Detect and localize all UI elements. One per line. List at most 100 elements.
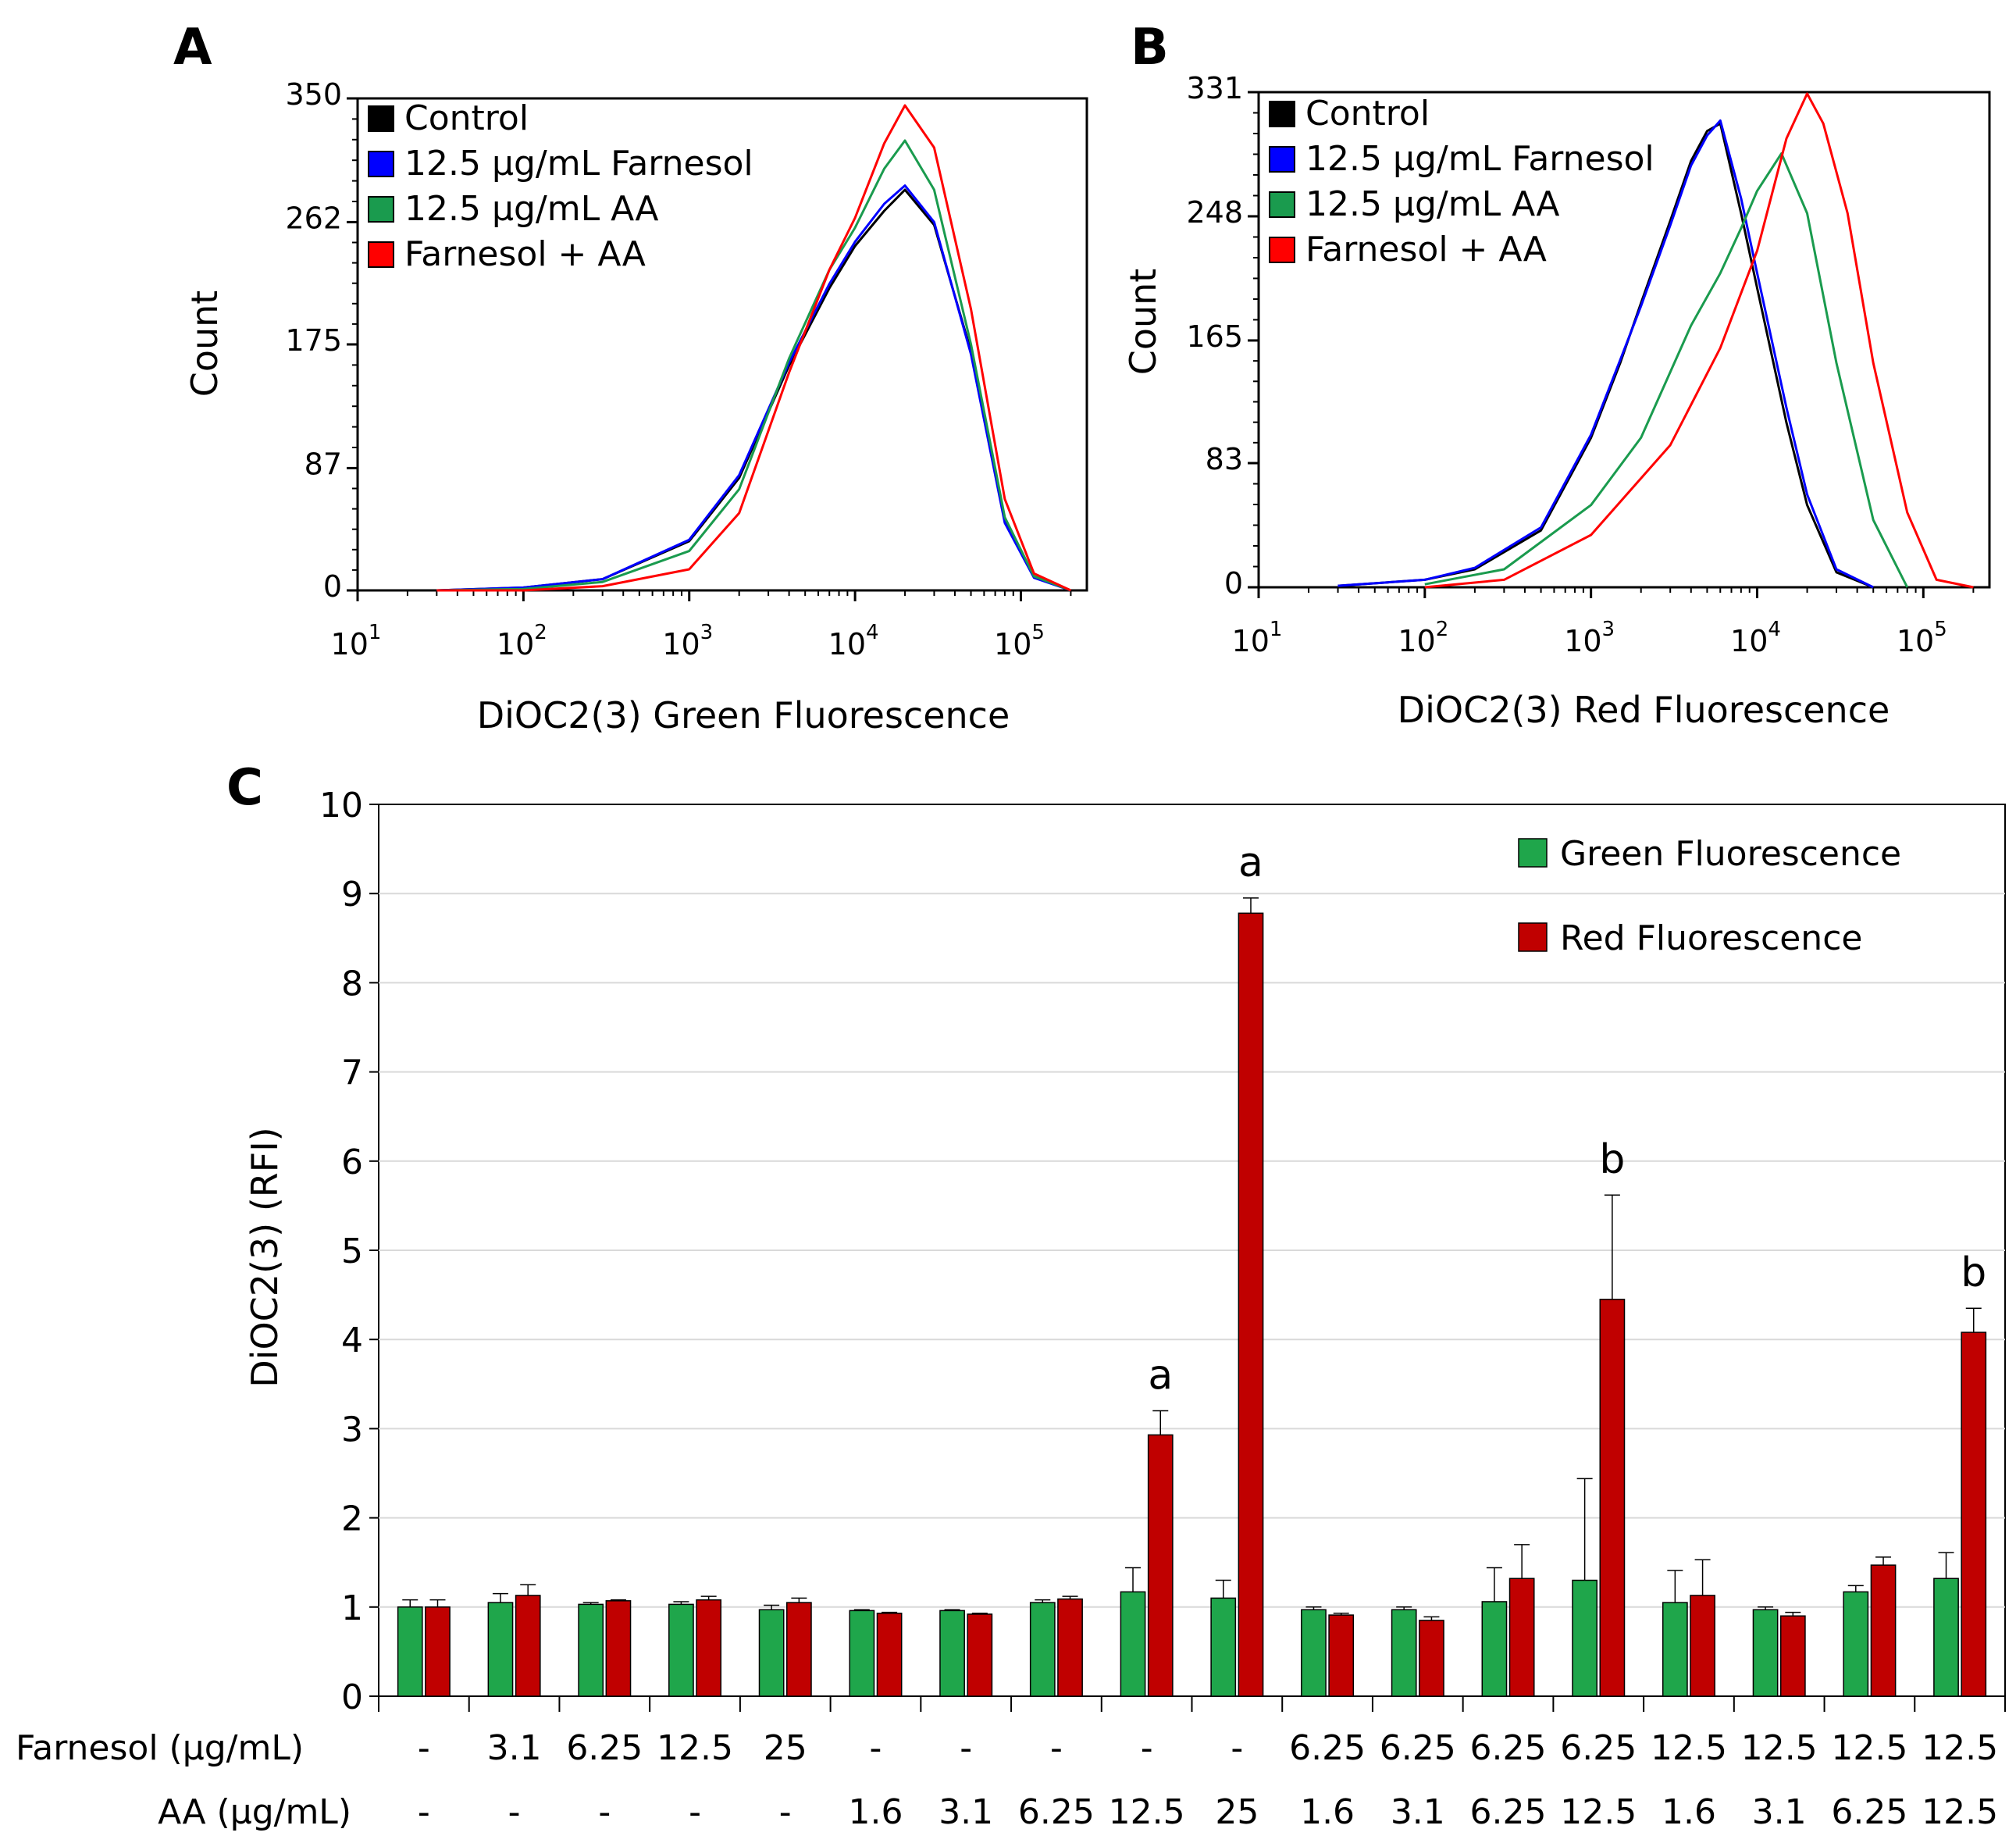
panel-c-legend-swatch — [1518, 838, 1548, 868]
panel-b-y-tick-label: 248 — [1186, 195, 1243, 230]
panel-a-series-line — [436, 104, 1072, 592]
panel-c-aa-label: 1.6 — [1300, 1792, 1355, 1832]
panel-b-series-line — [1424, 152, 1909, 588]
panel-b-legend-swatch — [1269, 101, 1295, 127]
panel-a-legend-label: Control — [404, 98, 529, 138]
panel-c-aa-label: 25 — [1215, 1792, 1259, 1832]
panel-c-farnesol-label: - — [870, 1728, 882, 1768]
panel-c-bar — [578, 1603, 604, 1697]
panel-c-bar — [849, 1610, 875, 1697]
panel-c-y-tick-label: 9 — [341, 875, 363, 914]
panel-c-aa-label: 6.25 — [1831, 1792, 1907, 1832]
panel-c-aa-label: 12.5 — [1109, 1792, 1185, 1832]
panel-a-y-tick-label: 262 — [285, 201, 342, 235]
panel-b-y-tick-label: 331 — [1186, 71, 1243, 105]
panel-b: B 0 83 165 248 331 101 102 103 104 105 Control 12.5… — [1122, 19, 1991, 731]
panel-b-x-axis-label: DiOC2(3) Red Fluorescence — [1398, 689, 1890, 731]
panel-b-series-line — [1337, 122, 1874, 589]
panel-a-y-tick-label: 350 — [285, 77, 342, 112]
panel-b-plot: 0 83 165 248 331 101 102 103 104 105 Control 12.5 µ… — [1186, 71, 1991, 658]
panel-c-y-tick-label: 7 — [341, 1053, 363, 1093]
panel-a-legend-swatch — [368, 105, 394, 132]
panel-c-bar — [939, 1610, 965, 1697]
panel-a-y-axis-label: Count — [183, 291, 226, 398]
panel-c-farnesol-label: 6.25 — [1380, 1728, 1456, 1768]
panel-a-legend-label: 12.5 µg/mL Farnesol — [404, 144, 753, 184]
panel-c-bar — [1210, 1597, 1237, 1697]
panel-c-y-tick-label: 0 — [341, 1677, 363, 1717]
panel-c-bar — [1843, 1591, 1869, 1697]
panel-c-aa-label: 3.1 — [1391, 1792, 1445, 1832]
panel-c-bar — [1481, 1601, 1508, 1697]
panel-c-bar — [1752, 1609, 1779, 1697]
panel-c-aa-label: - — [508, 1792, 521, 1832]
panel-c-significance-label: b — [1599, 1136, 1625, 1183]
panel-c-farnesol-label: 12.5 — [1651, 1728, 1727, 1768]
panel-a-legend-swatch — [368, 151, 394, 177]
panel-c-bar — [1779, 1615, 1806, 1697]
panel-c-significance-label: a — [1148, 1353, 1173, 1399]
panel-c-significance-label: b — [1961, 1250, 1986, 1296]
panel-b-legend-swatch — [1269, 191, 1295, 218]
panel-c-bar — [1690, 1595, 1715, 1697]
panel-c-aa-label: - — [598, 1792, 611, 1832]
panel-c-y-tick-label: 5 — [341, 1232, 363, 1271]
panel-c-bar — [1599, 1299, 1626, 1697]
panel-c-legend-label: Red Fluorescence — [1560, 918, 1862, 958]
panel-c-bar — [967, 1613, 993, 1697]
panel-a-x-axis-label: DiOC2(3) Green Fluorescence — [477, 694, 1010, 736]
panel-b-legend-label: 12.5 µg/mL AA — [1305, 184, 1560, 224]
panel-c-bar — [696, 1599, 722, 1697]
panel-c-bar — [1662, 1602, 1688, 1697]
panel-c-y-axis-label: DiOC2(3) (RFI) — [244, 1127, 286, 1387]
panel-a-letter: A — [173, 19, 212, 77]
panel-b-legend-label: 12.5 µg/mL Farnesol — [1305, 139, 1654, 179]
panel-a: A 0 87 175 262 350 101 102 103 104 105 Control 12.5… — [173, 19, 1088, 736]
panel-c-farnesol-label: - — [1141, 1728, 1153, 1768]
panel-a-series-line — [436, 184, 1071, 592]
panel-c-bar — [758, 1609, 785, 1697]
panel-c-farnesol-label: 12.5 — [1741, 1728, 1818, 1768]
panel-c-legend-label: Green Fluorescence — [1560, 834, 1901, 874]
panel-b-y-axis-label: Count — [1122, 269, 1164, 376]
panel-b-x-tick-label: 102 — [1398, 618, 1448, 658]
panel-b-y-tick-label: 83 — [1206, 442, 1243, 476]
panel-c-aa-label: - — [418, 1792, 430, 1832]
panel-c-y-tick-label: 10 — [319, 786, 363, 825]
panel-c-aa-label: - — [689, 1792, 701, 1832]
panel-c-aa-label: 6.25 — [1018, 1792, 1095, 1832]
panel-c-bar — [1120, 1591, 1146, 1697]
panel-c-bar — [1933, 1578, 1959, 1697]
panel-c-plot: 0 1 2 3 4 5 6 7 8 9 10 a a b b - - 3.1 - 6.25 - 12.5 - 25 - - 1.6 -… — [319, 786, 2006, 1832]
panel-a-x-tick-label: 101 — [331, 621, 382, 661]
panel-c-aa-label: 12.5 — [1560, 1792, 1637, 1832]
panel-c-y-tick-label: 1 — [341, 1588, 363, 1628]
panel-c-farnesol-label: 12.5 — [1922, 1728, 1998, 1768]
panel-b-x-tick-label: 101 — [1232, 618, 1283, 658]
panel-a-x-tick-label: 104 — [828, 621, 879, 661]
panel-c-bar — [1508, 1578, 1535, 1697]
panel-b-legend-swatch — [1269, 146, 1295, 173]
panel-b-series-line — [1337, 119, 1874, 589]
panel-c-aa-label: 12.5 — [1922, 1792, 1998, 1832]
panel-c-bar — [1328, 1614, 1355, 1697]
panel-c-bar — [668, 1603, 694, 1697]
panel-b-x-tick-label: 103 — [1564, 618, 1615, 658]
panel-a-legend-label: 12.5 µg/mL AA — [404, 189, 659, 229]
panel-c-aa-label: 6.25 — [1470, 1792, 1547, 1832]
panel-c-bar — [1419, 1620, 1444, 1697]
panel-c-bar — [1147, 1434, 1174, 1697]
panel-c-bar — [786, 1602, 812, 1697]
panel-c-aa-label: - — [779, 1792, 792, 1832]
panel-b-letter: B — [1131, 19, 1169, 77]
panel-c-bar — [397, 1606, 423, 1697]
panel-c-farnesol-label: 6.25 — [1560, 1728, 1637, 1768]
panel-b-y-tick-label: 0 — [1224, 566, 1243, 601]
panel-b-legend-swatch — [1269, 237, 1295, 263]
panel-c-aa-label: 3.1 — [939, 1792, 993, 1832]
farnesol-row-label: Farnesol (µg/mL) — [16, 1728, 304, 1768]
panel-a-y-tick-label: 0 — [323, 569, 342, 604]
panel-c-farnesol-label: 3.1 — [487, 1728, 542, 1768]
panel-a-series-line — [436, 139, 1071, 592]
